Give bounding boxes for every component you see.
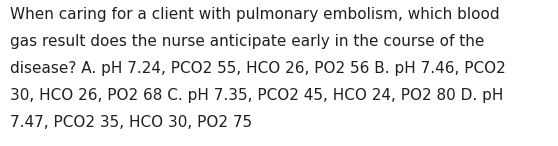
Text: disease? A. pH 7.24, PCO2 55, HCO 26, PO2 56 B. pH 7.46, PCO2: disease? A. pH 7.24, PCO2 55, HCO 26, PO… <box>10 61 506 76</box>
Text: When caring for a client with pulmonary embolism, which blood: When caring for a client with pulmonary … <box>10 7 499 22</box>
Text: gas result does the nurse anticipate early in the course of the: gas result does the nurse anticipate ear… <box>10 34 484 49</box>
Text: 30, HCO 26, PO2 68 C. pH 7.35, PCO2 45, HCO 24, PO2 80 D. pH: 30, HCO 26, PO2 68 C. pH 7.35, PCO2 45, … <box>10 88 503 103</box>
Text: 7.47, PCO2 35, HCO 30, PO2 75: 7.47, PCO2 35, HCO 30, PO2 75 <box>10 115 252 130</box>
